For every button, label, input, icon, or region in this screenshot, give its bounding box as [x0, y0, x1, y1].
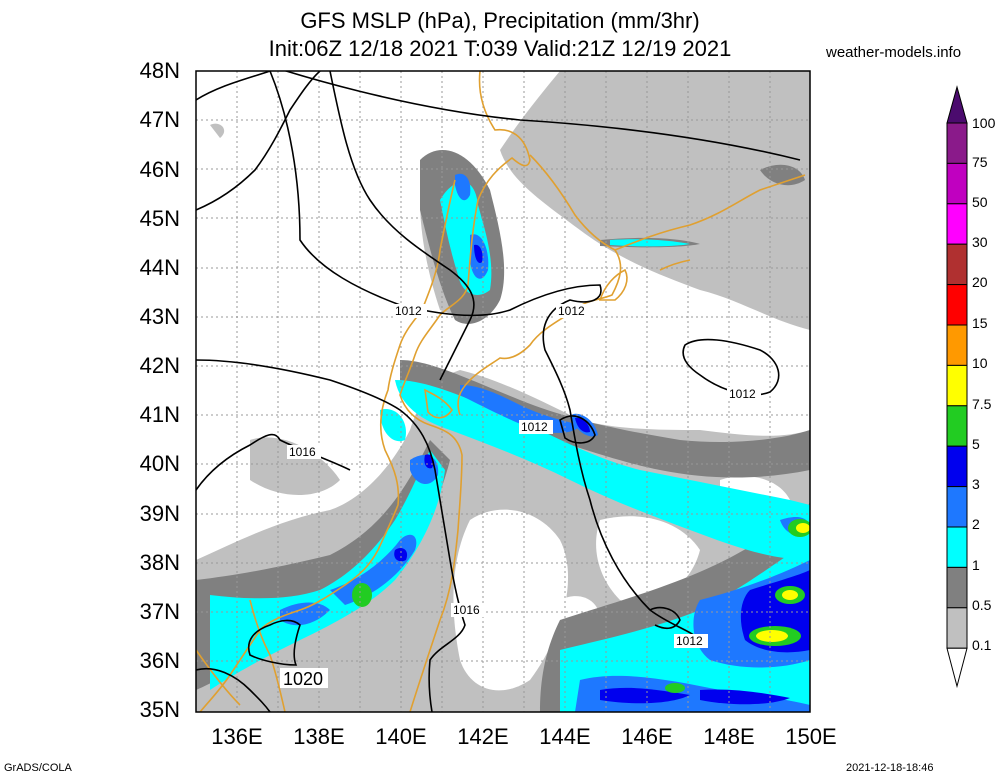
lat-label-45: 45N [139, 206, 180, 231]
lat-label-39: 39N [139, 501, 180, 526]
cb-label-5: 5 [972, 436, 980, 452]
lat-label-46: 46N [139, 157, 180, 182]
colorbar-segment [946, 243, 968, 286]
source-label: weather-models.info [826, 44, 962, 61]
map-title: GFS MSLP (hPa), Precipitation (mm/3hr) [300, 8, 700, 33]
cb-label-0-1: 0.1 [972, 637, 992, 653]
isobar-label: 1012 [521, 420, 548, 434]
lon-label-146: 146E [621, 724, 673, 749]
colorbar-segment [946, 284, 968, 326]
colorbar-segment [946, 203, 968, 245]
cb-label-15: 15 [972, 315, 988, 331]
lat-label-47: 47N [139, 107, 180, 132]
cb-label-30: 30 [972, 234, 988, 250]
cb-label-100: 100 [972, 115, 996, 131]
colorbar-segment [946, 405, 968, 447]
lat-label-35: 35N [139, 697, 180, 722]
isobars [196, 71, 801, 712]
colorbar-segment [946, 364, 968, 407]
cb-label-0-5: 0.5 [972, 597, 992, 613]
cb-label-7-5: 7.5 [972, 396, 992, 412]
footer-timestamp: 2021-12-18-18:46 [846, 762, 934, 774]
lon-label-144: 144E [539, 724, 591, 749]
lat-label-36: 36N [139, 648, 180, 673]
cb-label-75: 75 [972, 154, 988, 170]
isobar-label: 1016 [289, 445, 316, 459]
lon-label-142: 142E [457, 724, 509, 749]
colorbar-segment [946, 566, 968, 609]
lat-label-44: 44N [139, 255, 180, 280]
isobar-label: 1012 [729, 387, 756, 401]
cb-label-20: 20 [972, 274, 988, 290]
precip-heavy-cores [352, 519, 810, 693]
cb-label-3: 3 [972, 476, 980, 492]
map-subtitle: Init:06Z 12/18 2021 T:039 Valid:21Z 12/1… [268, 36, 732, 61]
isobar-label: 1016 [453, 603, 480, 617]
isobar-label-large: 1020 [283, 669, 323, 689]
isobar-labels: 1012 1012 1012 1012 1012 1016 1016 1020 [280, 304, 761, 689]
lat-label-42: 42N [139, 353, 180, 378]
cb-label-50: 50 [972, 194, 988, 210]
colorbar-segment [946, 445, 968, 488]
lat-label-43: 43N [139, 304, 180, 329]
isobar-label: 1012 [558, 304, 585, 318]
colorbar-segment [946, 324, 968, 366]
lon-label-140: 140E [375, 724, 427, 749]
lon-label-150: 150E [785, 724, 837, 749]
isobar-label: 1012 [395, 304, 422, 318]
colorbar-segment [946, 607, 968, 649]
colorbar-segment [946, 162, 968, 205]
colorbar [946, 85, 968, 689]
colorbar-segment [946, 526, 968, 568]
colorbar-bottom-arrow [946, 647, 968, 689]
lon-label-148: 148E [703, 724, 755, 749]
lat-label-38: 38N [139, 550, 180, 575]
colorbar-segment [946, 486, 968, 528]
footer-software: GrADS/COLA [4, 762, 72, 774]
lon-label-138: 138E [293, 724, 345, 749]
lon-label-136: 136E [211, 724, 263, 749]
cb-label-10: 10 [972, 355, 988, 371]
lat-label-40: 40N [139, 451, 180, 476]
precip-gaps [453, 476, 790, 691]
colorbar-top-arrow [946, 85, 968, 124]
isobar-label: 1012 [676, 634, 703, 648]
cb-label-2: 2 [972, 516, 980, 532]
cb-label-1: 1 [972, 557, 980, 573]
lat-label-37: 37N [139, 599, 180, 624]
precip-1mm-area [210, 181, 810, 712]
map-frame [195, 70, 811, 713]
lat-label-41: 41N [139, 402, 180, 427]
colorbar-segment [946, 122, 968, 164]
lat-label-48: 48N [139, 58, 180, 83]
